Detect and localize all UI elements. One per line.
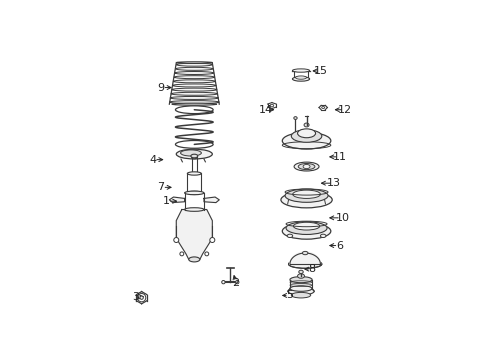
Text: 2: 2 (232, 278, 240, 288)
Ellipse shape (290, 286, 312, 291)
Text: 13: 13 (327, 178, 342, 188)
Text: 5: 5 (287, 291, 294, 301)
Ellipse shape (172, 88, 217, 91)
Text: 15: 15 (314, 66, 327, 76)
Text: 9: 9 (157, 82, 165, 93)
Ellipse shape (189, 257, 200, 262)
Ellipse shape (172, 84, 216, 87)
Ellipse shape (293, 77, 310, 81)
Polygon shape (170, 197, 185, 203)
Text: 7: 7 (157, 183, 165, 192)
Ellipse shape (222, 280, 225, 284)
Ellipse shape (288, 288, 314, 295)
Ellipse shape (302, 251, 308, 255)
Ellipse shape (174, 76, 215, 78)
Ellipse shape (292, 292, 311, 298)
Ellipse shape (293, 190, 320, 198)
Ellipse shape (185, 208, 204, 211)
Ellipse shape (289, 260, 322, 268)
Ellipse shape (174, 238, 179, 243)
Text: 3: 3 (133, 292, 140, 302)
Text: 1: 1 (163, 196, 170, 206)
Ellipse shape (282, 132, 331, 149)
Ellipse shape (176, 63, 212, 66)
Ellipse shape (321, 107, 325, 108)
Ellipse shape (170, 96, 219, 99)
Ellipse shape (236, 280, 239, 284)
Ellipse shape (298, 163, 315, 170)
Ellipse shape (176, 62, 212, 63)
Ellipse shape (286, 222, 327, 234)
Polygon shape (204, 197, 219, 203)
Ellipse shape (170, 100, 219, 104)
Ellipse shape (191, 154, 198, 158)
Ellipse shape (297, 274, 304, 278)
Text: 10: 10 (336, 213, 349, 223)
Text: 11: 11 (333, 152, 347, 162)
Ellipse shape (175, 72, 214, 75)
Ellipse shape (295, 76, 307, 79)
Ellipse shape (320, 234, 326, 238)
Ellipse shape (181, 150, 201, 156)
Text: 4: 4 (149, 155, 156, 165)
Ellipse shape (287, 234, 293, 238)
Text: 8: 8 (309, 264, 316, 274)
Ellipse shape (303, 165, 310, 168)
Ellipse shape (285, 189, 328, 202)
Ellipse shape (175, 67, 213, 70)
Ellipse shape (192, 156, 197, 159)
Ellipse shape (294, 117, 297, 120)
Ellipse shape (292, 130, 322, 142)
Ellipse shape (297, 129, 316, 138)
Ellipse shape (304, 123, 309, 127)
Ellipse shape (176, 149, 212, 159)
Ellipse shape (210, 238, 215, 243)
Ellipse shape (187, 191, 201, 194)
Ellipse shape (187, 172, 201, 175)
Ellipse shape (294, 162, 319, 171)
Ellipse shape (140, 296, 143, 299)
Text: 14: 14 (259, 105, 273, 115)
Text: 12: 12 (338, 105, 352, 115)
Ellipse shape (173, 80, 216, 83)
Ellipse shape (281, 192, 332, 208)
Polygon shape (176, 210, 212, 260)
Ellipse shape (270, 104, 274, 107)
Ellipse shape (299, 270, 303, 274)
Ellipse shape (294, 222, 320, 230)
Ellipse shape (282, 223, 331, 239)
Polygon shape (290, 252, 320, 264)
Ellipse shape (205, 252, 209, 256)
Ellipse shape (138, 293, 146, 302)
Ellipse shape (180, 252, 184, 256)
Ellipse shape (293, 69, 310, 72)
Ellipse shape (185, 191, 204, 195)
Ellipse shape (172, 103, 217, 105)
Polygon shape (290, 253, 320, 264)
Ellipse shape (290, 276, 312, 283)
Ellipse shape (171, 92, 218, 95)
Text: 6: 6 (336, 240, 343, 251)
